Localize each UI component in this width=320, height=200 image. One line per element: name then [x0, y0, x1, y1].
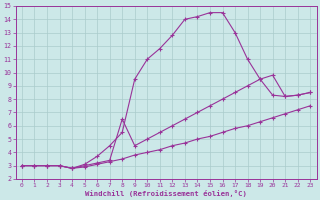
- X-axis label: Windchill (Refroidissement éolien,°C): Windchill (Refroidissement éolien,°C): [85, 190, 247, 197]
